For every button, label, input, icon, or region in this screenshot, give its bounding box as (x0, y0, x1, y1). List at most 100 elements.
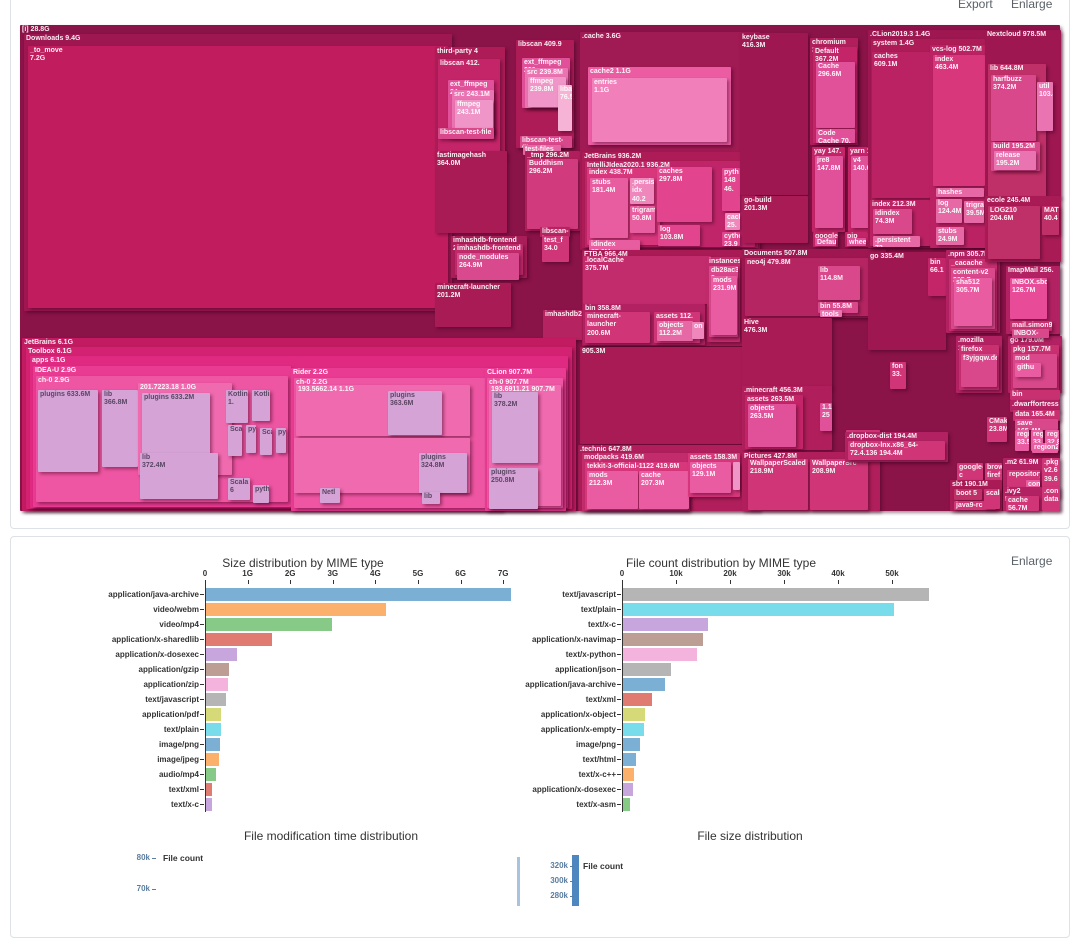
enlarge-button[interactable]: Enlarge (1011, 0, 1053, 11)
treemap-rect[interactable]: cytho 23.9 (722, 232, 740, 246)
treemap-rect[interactable]: Scala 6 (228, 478, 250, 500)
treemap-rect[interactable]: 1.1 25 (820, 403, 832, 431)
treemap-rect[interactable]: Netl (320, 488, 340, 503)
treemap-rect[interactable]: Cache 296.6M (816, 62, 855, 128)
export-button[interactable]: Export (958, 0, 993, 11)
bar[interactable] (623, 798, 630, 811)
treemap-rect[interactable]: regio 33.5 (1015, 430, 1029, 451)
bar[interactable] (623, 618, 708, 631)
treemap-rect[interactable]: mods 212.3M (587, 471, 638, 509)
treemap-rect[interactable]: neo4j 479.8M (745, 258, 883, 316)
bar[interactable] (623, 633, 703, 646)
treemap-rect[interactable]: util 103.4 (1037, 82, 1053, 131)
treemap-rect[interactable]: CMake 23.8M (987, 417, 1007, 442)
treemap-rect[interactable]: .localCache 375.7M (583, 256, 711, 304)
treemap-rect[interactable]: .persistent 73. (873, 236, 920, 247)
treemap-rect[interactable]: pyth (253, 485, 269, 503)
treemap-rect[interactable]: fastimagehash 364.0M (435, 151, 507, 233)
treemap-rect[interactable]: Sca (260, 428, 272, 455)
treemap-rect[interactable]: go-build 201.3M (742, 196, 808, 243)
treemap-rect[interactable]: idindex 74.3M (873, 209, 912, 234)
treemap-rect[interactable]: plugins 250.8M (489, 468, 538, 509)
treemap-rect[interactable]: py (246, 425, 256, 453)
bar[interactable] (623, 588, 929, 601)
treemap-rect[interactable]: trigram.i 50.8M (630, 206, 655, 233)
treemap-rect[interactable]: 905.3M (580, 347, 760, 444)
bar[interactable] (206, 678, 228, 691)
treemap-rect[interactable]: lib 366.8M (102, 390, 138, 467)
treemap-rect[interactable]: keybase 416.3M (740, 33, 808, 195)
treemap-rect[interactable]: LOG210 204.6M (988, 206, 1040, 259)
treemap-rect[interactable]: lib 114.8M (818, 266, 860, 300)
treemap-rect[interactable]: WallpaperScaled 218.9M (748, 459, 808, 510)
treemap-rect[interactable]: dropbox-lnx.x86_64-72.4.136 194.4M (848, 441, 945, 460)
treemap-rect[interactable]: region2 (1032, 443, 1058, 453)
treemap-rect[interactable]: fon 33. (890, 362, 906, 389)
bar[interactable] (206, 723, 221, 736)
charts-enlarge-button[interactable]: Enlarge (1011, 554, 1053, 568)
treemap-rect[interactable]: con (1026, 480, 1040, 489)
treemap-rect[interactable]: .dwarffortress (1010, 400, 1060, 412)
treemap-rect[interactable]: f3yjgqw.defau (961, 354, 997, 387)
treemap-rect[interactable]: java9-rc 68.1M (954, 501, 996, 510)
treemap-rect[interactable]: harfbuzz 374.2M (991, 75, 1036, 141)
treemap-rect[interactable]: Kotlin 1. (226, 390, 248, 423)
treemap-rect[interactable]: Scal (228, 425, 242, 456)
treemap-rect[interactable]: entries 1.1G (592, 78, 727, 142)
treemap-rect[interactable]: save 165.4M (1015, 419, 1058, 430)
bar[interactable] (206, 588, 511, 601)
treemap-rect[interactable]: stubs 24.9M (936, 227, 964, 245)
treemap-rect[interactable]: INBOX.sbd 126.7M (1010, 278, 1047, 319)
treemap-rect[interactable]: Code Cache 70. (816, 129, 855, 143)
bar[interactable] (206, 618, 332, 631)
treemap-rect[interactable]: Buddhism 296.2M (527, 159, 578, 229)
bar[interactable] (206, 633, 272, 646)
treemap-rect[interactable]: bin 55.8M (818, 302, 858, 313)
treemap-rect[interactable]: test-files (523, 145, 561, 155)
treemap-rect[interactable] (733, 462, 740, 490)
treemap-rect[interactable]: stubs 181.4M (590, 178, 628, 238)
treemap-rect[interactable]: caches 609.1M (872, 52, 930, 198)
bar[interactable] (623, 708, 645, 721)
treemap-rect[interactable]: ffmpeg 243.1M (455, 100, 493, 132)
treemap-rect[interactable]: lib (422, 492, 440, 504)
bar[interactable] (206, 768, 216, 781)
treemap-rect[interactable]: hashes (936, 188, 984, 197)
treemap-rect[interactable]: py (276, 428, 286, 453)
treemap-rect[interactable]: caches 297.8M (657, 167, 712, 222)
treemap-rect[interactable]: node_modules 264.9M (457, 253, 519, 280)
treemap-rect[interactable]: imhashdb2 (543, 310, 585, 340)
treemap-rect[interactable]: Default (815, 238, 836, 246)
bar[interactable] (206, 708, 221, 721)
treemap-rect[interactable]: githu (1015, 363, 1041, 377)
treemap-rect[interactable]: objects 112.2M (657, 321, 693, 341)
treemap-rect[interactable]: bin 66.1 (928, 258, 946, 296)
treemap-rect[interactable]: on (692, 322, 704, 339)
treemap-rect[interactable]: boot 5 (954, 489, 982, 500)
bar[interactable] (623, 693, 652, 706)
treemap-rect[interactable]: Hive 476.3M (742, 318, 832, 388)
treemap-rect[interactable]: lib 378.2M (492, 392, 538, 463)
treemap-rect[interactable]: cache 56.7M (1006, 496, 1039, 511)
treemap-rect[interactable]: plugins 633.6M (38, 390, 98, 472)
bar[interactable] (623, 783, 633, 796)
bar[interactable] (623, 753, 636, 766)
bar[interactable] (206, 693, 226, 706)
treemap-rect[interactable]: trigram 39.5M (964, 201, 984, 223)
treemap-rect[interactable]: WallpaperSrc 208.9M (810, 459, 868, 510)
bar[interactable] (206, 738, 220, 751)
treemap-rect[interactable]: libscan-test-file (438, 128, 494, 139)
bar[interactable] (206, 798, 212, 811)
treemap-rect[interactable]: log 103.8M (658, 225, 700, 246)
treemap-rect[interactable]: tools (820, 310, 842, 317)
treemap-rect[interactable]: mods 231.9M (711, 276, 737, 335)
treemap-rect[interactable]: plugins 324.8M (419, 453, 467, 493)
bar[interactable] (623, 678, 665, 691)
bar[interactable] (206, 648, 237, 661)
treemap-rect[interactable]: Kotlin (252, 390, 270, 421)
treemap-rect[interactable]: MAT 40.4 (1042, 206, 1059, 235)
treemap-rect[interactable]: minecraft-launcher 201.2M (435, 283, 511, 327)
treemap-rect[interactable]: data 165.4M (1013, 410, 1060, 421)
bar[interactable] (623, 738, 640, 751)
bar[interactable] (623, 603, 894, 616)
